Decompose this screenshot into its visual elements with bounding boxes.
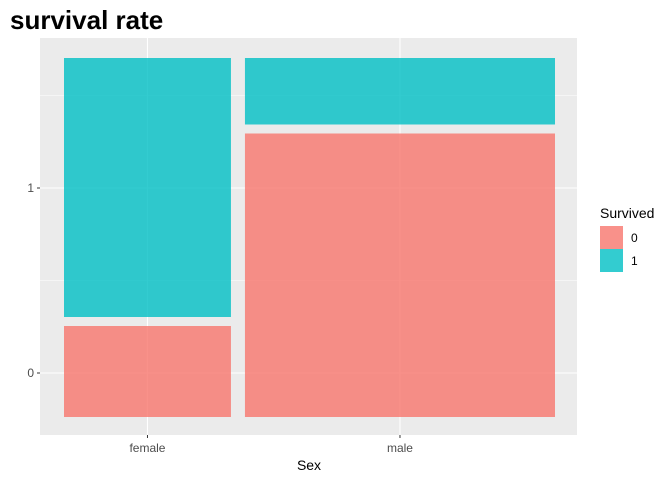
x-axis: female male <box>129 435 413 455</box>
tile-male-survived-1 <box>244 58 555 125</box>
legend-key-1 <box>600 249 623 272</box>
legend-key-0 <box>600 226 623 249</box>
legend-label-1: 1 <box>631 254 638 268</box>
legend: Survived 0 1 <box>600 205 654 272</box>
legend-label-0: 0 <box>631 231 638 245</box>
chart-title: survival rate <box>10 5 163 35</box>
tile-female-survived-1 <box>64 58 231 317</box>
mosaic-tiles <box>64 58 555 417</box>
y-tick-label: 1 <box>27 181 34 195</box>
y-tick-label: 0 <box>27 366 34 380</box>
x-axis-title: Sex <box>297 457 321 473</box>
legend-title: Survived <box>600 205 654 221</box>
tile-female-survived-0 <box>64 326 231 417</box>
x-tick-label-male: male <box>387 441 413 455</box>
x-tick-label-female: female <box>129 441 165 455</box>
y-axis: 01 <box>27 181 40 380</box>
tile-male-survived-0 <box>244 133 555 417</box>
